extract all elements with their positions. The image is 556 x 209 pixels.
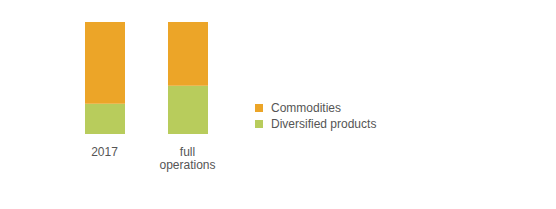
svg-text:full: full	[180, 145, 195, 159]
html-text:Diversified products: Diversified products	[271, 117, 377, 131]
svg-text:2017: 2017	[91, 145, 118, 159]
svg-text:operations: operations	[159, 158, 215, 172]
html-text:Commodities: Commodities	[271, 101, 341, 115]
